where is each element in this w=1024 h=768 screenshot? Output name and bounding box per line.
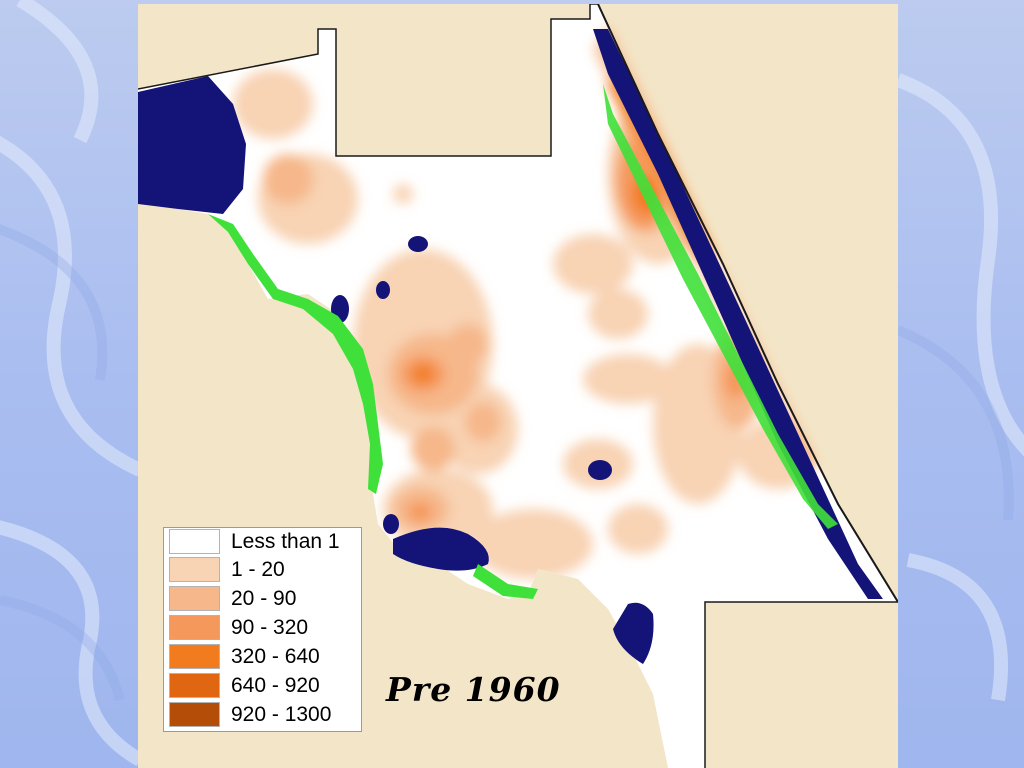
- density-zone: [553, 234, 633, 294]
- density-zone: [408, 502, 432, 522]
- legend-row: 20 - 90: [169, 585, 359, 612]
- legend-swatch: [169, 586, 220, 611]
- legend-label: 920 - 1300: [231, 703, 332, 726]
- river-south: [613, 602, 654, 664]
- density-zone: [411, 427, 455, 471]
- lake-central: [588, 460, 612, 480]
- legend-swatch: [169, 615, 220, 640]
- swirl-background-left: [0, 0, 138, 767]
- legend-row: 320 - 640: [169, 643, 359, 670]
- density-zone: [233, 69, 313, 139]
- legend-row: 90 - 320: [169, 614, 359, 641]
- legend-label: 1 - 20: [231, 558, 285, 581]
- legend-swatch: [169, 644, 220, 669]
- legend-swatch: [169, 529, 220, 554]
- legend-label: 20 - 90: [231, 587, 297, 610]
- coastal-lagoon: [593, 29, 883, 599]
- legend-label: 640 - 920: [231, 674, 320, 697]
- density-zone: [413, 365, 433, 383]
- legend-row: 920 - 1300: [169, 701, 359, 728]
- lake-west: [138, 76, 246, 214]
- legend-label: Less than 1: [231, 530, 340, 553]
- legend-row: Less than 1: [169, 528, 359, 555]
- map-legend: Less than 1 1 - 20 20 - 90 90 - 320 320 …: [163, 527, 362, 732]
- swirl-background-right: [898, 73, 1024, 702]
- legend-swatch: [169, 673, 220, 698]
- legend-label: 320 - 640: [231, 645, 320, 668]
- map-caption: Pre 1960: [386, 670, 561, 709]
- county-map: [138, 4, 898, 768]
- lake-north: [408, 236, 428, 252]
- legend-row: 640 - 920: [169, 672, 359, 699]
- density-zone: [588, 289, 648, 339]
- legend-swatch: [169, 702, 220, 727]
- legend-label: 90 - 320: [231, 616, 309, 639]
- wetland-river: [208, 214, 383, 494]
- density-zone: [448, 324, 488, 364]
- density-zone: [393, 184, 413, 204]
- legend-swatch: [169, 557, 220, 582]
- density-zone: [608, 504, 668, 554]
- lake-southwest: [393, 527, 489, 571]
- lake-north-2: [376, 281, 390, 299]
- wetland-south: [473, 564, 538, 599]
- county-border-coast: [597, 4, 898, 603]
- density-zone: [583, 354, 673, 404]
- map-frame: [138, 4, 898, 768]
- density-zone: [473, 509, 593, 579]
- density-zone: [465, 402, 501, 442]
- legend-row: 1 - 20: [169, 556, 359, 583]
- lake-west-small: [383, 514, 399, 534]
- density-zone: [263, 154, 313, 204]
